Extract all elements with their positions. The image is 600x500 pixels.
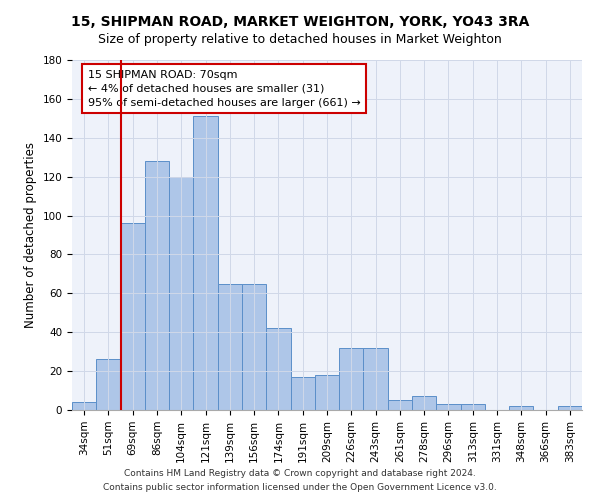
Bar [509, 406, 533, 410]
Bar [364, 348, 388, 410]
Bar [72, 402, 96, 410]
Bar [315, 375, 339, 410]
Y-axis label: Number of detached properties: Number of detached properties [24, 142, 37, 328]
Bar [388, 400, 412, 410]
Bar [218, 284, 242, 410]
Bar [121, 224, 145, 410]
Bar [558, 406, 582, 410]
Text: 15 SHIPMAN ROAD: 70sqm
← 4% of detached houses are smaller (31)
95% of semi-deta: 15 SHIPMAN ROAD: 70sqm ← 4% of detached … [88, 70, 361, 108]
Bar [96, 360, 121, 410]
Text: Contains public sector information licensed under the Open Government Licence v3: Contains public sector information licen… [103, 484, 497, 492]
Bar [436, 404, 461, 410]
Bar [242, 284, 266, 410]
Bar [169, 176, 193, 410]
Bar [193, 116, 218, 410]
Bar [412, 396, 436, 410]
Bar [290, 377, 315, 410]
Bar [266, 328, 290, 410]
Text: Size of property relative to detached houses in Market Weighton: Size of property relative to detached ho… [98, 32, 502, 46]
Text: 15, SHIPMAN ROAD, MARKET WEIGHTON, YORK, YO43 3RA: 15, SHIPMAN ROAD, MARKET WEIGHTON, YORK,… [71, 15, 529, 29]
Text: Contains HM Land Registry data © Crown copyright and database right 2024.: Contains HM Land Registry data © Crown c… [124, 468, 476, 477]
Bar [339, 348, 364, 410]
Bar [461, 404, 485, 410]
Bar [145, 161, 169, 410]
